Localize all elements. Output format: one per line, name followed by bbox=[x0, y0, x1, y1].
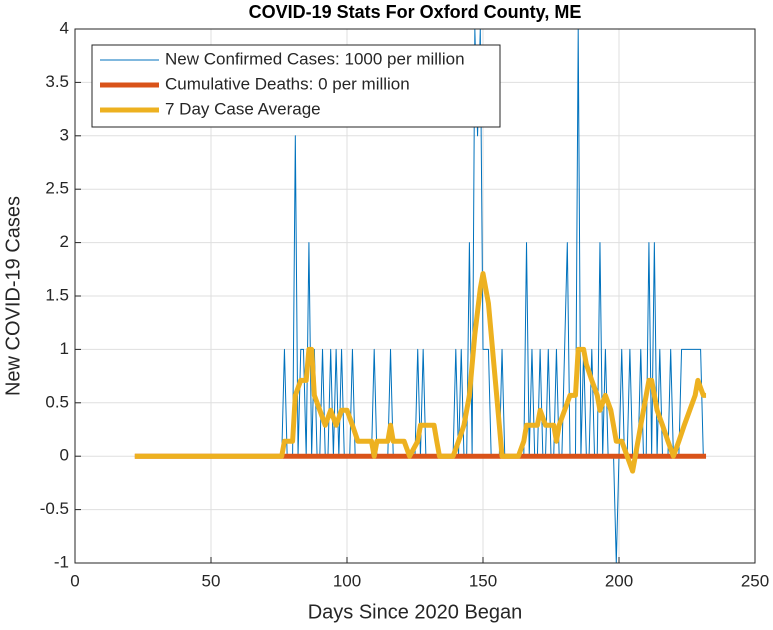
legend-label: Cumulative Deaths: 0 per million bbox=[165, 74, 410, 93]
x-tick-label: 100 bbox=[333, 571, 361, 590]
x-tick-label: 0 bbox=[70, 571, 79, 590]
y-axis-label: New COVID-19 Cases bbox=[2, 196, 24, 396]
y-tick-label: 1.5 bbox=[45, 285, 69, 304]
y-tick-label: -1 bbox=[54, 552, 69, 571]
legend-label: New Confirmed Cases: 1000 per million bbox=[165, 49, 465, 68]
x-tick-label: 200 bbox=[605, 571, 633, 590]
x-axis-label: Days Since 2020 Began bbox=[308, 601, 523, 623]
y-tick-label: 3 bbox=[60, 125, 69, 144]
y-tick-label: 0 bbox=[60, 446, 69, 465]
y-tick-label: 2 bbox=[60, 232, 69, 251]
y-tick-label: 0.5 bbox=[45, 392, 69, 411]
y-tick-label: 4 bbox=[60, 18, 69, 37]
x-tick-label: 50 bbox=[202, 571, 221, 590]
x-tick-label: 250 bbox=[741, 571, 769, 590]
y-tick-label: -0.5 bbox=[40, 499, 69, 518]
series-line bbox=[134, 271, 707, 474]
y-tick-label: 3.5 bbox=[45, 72, 69, 91]
chart-title: COVID-19 Stats For Oxford County, ME bbox=[249, 2, 582, 22]
y-tick-label: 1 bbox=[60, 339, 69, 358]
plot-area bbox=[134, 29, 707, 563]
legend-label: 7 Day Case Average bbox=[165, 99, 321, 118]
x-tick-label: 150 bbox=[469, 571, 497, 590]
plot-frame bbox=[74, 28, 756, 564]
y-tick-label: 2.5 bbox=[45, 179, 69, 198]
legend-box bbox=[91, 44, 501, 128]
